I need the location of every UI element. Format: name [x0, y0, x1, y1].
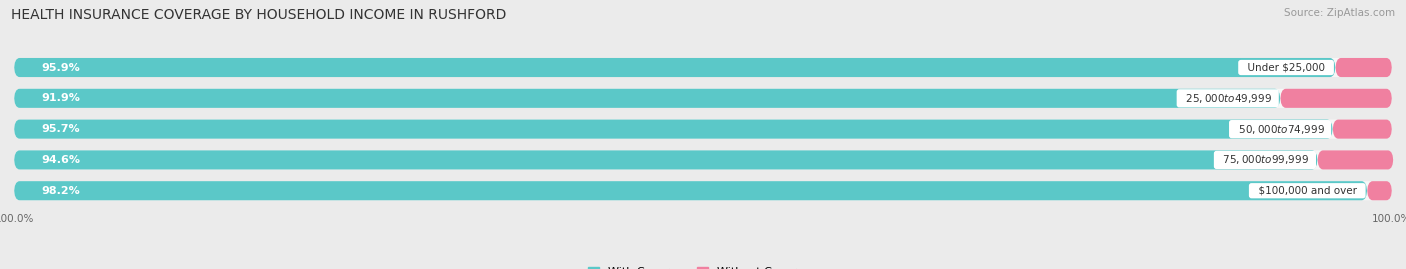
Text: Source: ZipAtlas.com: Source: ZipAtlas.com — [1284, 8, 1395, 18]
FancyBboxPatch shape — [14, 181, 1392, 200]
FancyBboxPatch shape — [14, 120, 1333, 139]
Text: $75,000 to $99,999: $75,000 to $99,999 — [1216, 153, 1313, 167]
Text: 95.7%: 95.7% — [42, 124, 80, 134]
FancyBboxPatch shape — [14, 89, 1281, 108]
FancyBboxPatch shape — [14, 89, 1392, 108]
FancyBboxPatch shape — [1367, 181, 1392, 200]
Text: 94.6%: 94.6% — [42, 155, 80, 165]
FancyBboxPatch shape — [14, 150, 1317, 169]
Text: HEALTH INSURANCE COVERAGE BY HOUSEHOLD INCOME IN RUSHFORD: HEALTH INSURANCE COVERAGE BY HOUSEHOLD I… — [11, 8, 506, 22]
Text: $50,000 to $74,999: $50,000 to $74,999 — [1232, 123, 1329, 136]
Text: Under $25,000: Under $25,000 — [1241, 62, 1331, 73]
FancyBboxPatch shape — [14, 120, 1392, 139]
FancyBboxPatch shape — [14, 150, 1392, 169]
FancyBboxPatch shape — [1317, 150, 1393, 169]
FancyBboxPatch shape — [1336, 58, 1392, 77]
FancyBboxPatch shape — [14, 58, 1392, 77]
FancyBboxPatch shape — [14, 58, 1336, 77]
Text: 98.2%: 98.2% — [42, 186, 80, 196]
Text: 91.9%: 91.9% — [42, 93, 80, 103]
Text: $25,000 to $49,999: $25,000 to $49,999 — [1180, 92, 1277, 105]
Text: 95.9%: 95.9% — [42, 62, 80, 73]
FancyBboxPatch shape — [1281, 89, 1392, 108]
Legend: With Coverage, Without Coverage: With Coverage, Without Coverage — [588, 267, 818, 269]
FancyBboxPatch shape — [14, 181, 1367, 200]
FancyBboxPatch shape — [1333, 120, 1392, 139]
Text: $100,000 and over: $100,000 and over — [1251, 186, 1362, 196]
